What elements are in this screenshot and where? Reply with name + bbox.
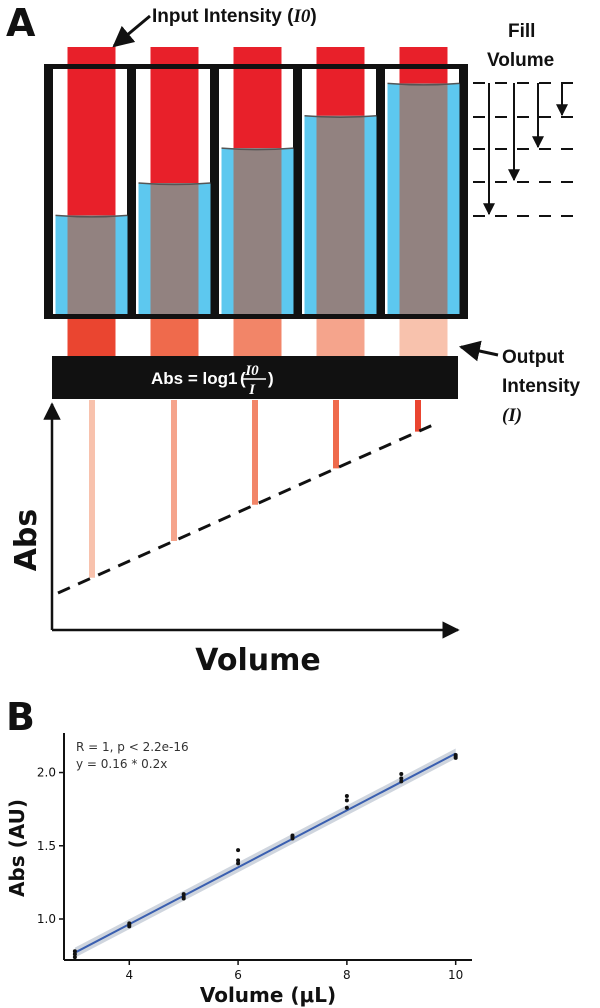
absorbance-equation: Abs = log1 ( I0 I ) xyxy=(151,363,274,398)
beam-in-air xyxy=(316,69,365,116)
fit-line xyxy=(74,752,457,954)
data-point xyxy=(127,922,132,927)
output-arrow xyxy=(458,340,499,362)
meniscus xyxy=(138,182,211,186)
cuvette-top-bar xyxy=(47,64,467,69)
data-point xyxy=(181,895,186,900)
fill-label-2: Volume xyxy=(487,50,554,71)
data-point xyxy=(236,861,241,866)
beam-in-liquid xyxy=(233,148,282,315)
equation-close: ) xyxy=(268,369,274,388)
data-point xyxy=(236,858,241,863)
schematic-trend-line xyxy=(57,422,436,595)
fill-volume-guides xyxy=(473,82,577,217)
absorbance-sticks xyxy=(89,400,421,578)
beam-in-liquid xyxy=(399,83,448,316)
data-point xyxy=(72,949,77,954)
x-tick-label: 10 xyxy=(448,968,463,982)
equation-denominator: I xyxy=(248,382,256,398)
data-point xyxy=(399,779,404,784)
meniscus xyxy=(304,115,377,119)
data-point xyxy=(290,834,295,839)
y-tick-label: 1.5 xyxy=(37,839,56,853)
input-arrow xyxy=(112,14,151,48)
beam-in-liquid xyxy=(67,215,116,315)
data-point xyxy=(181,892,186,897)
chart-y-label: Abs (AU) xyxy=(5,799,29,897)
input-label-text: Input Intensity ( xyxy=(152,6,294,27)
x-tick-label: 4 xyxy=(125,968,133,982)
input-beam xyxy=(233,47,282,66)
input-beam xyxy=(150,47,199,66)
beam-in-liquid xyxy=(316,115,365,315)
data-point xyxy=(344,805,349,810)
input-beam xyxy=(399,47,448,66)
x-tick-label: 6 xyxy=(234,968,242,982)
cuvette-wall xyxy=(44,64,53,319)
cuvette-wall xyxy=(459,64,468,319)
panel-a-letter: A xyxy=(6,1,36,45)
scatter-chart: 4 6 8 10 1.0 1.5 2.0 R = 1, p < 2.2e-16 y = 0… xyxy=(5,733,472,1007)
cuvette-wall xyxy=(210,64,219,319)
chart-stats-r: R = 1, p < 2.2e-16 xyxy=(76,740,189,754)
panel-b-letter: B xyxy=(6,695,35,739)
fill-label-1: Fill xyxy=(508,21,535,42)
data-point xyxy=(72,955,77,960)
input-beam xyxy=(316,47,365,66)
schematic-y-label: Abs xyxy=(9,509,44,572)
data-point xyxy=(399,776,404,781)
beam-in-air xyxy=(399,69,448,84)
cuvette-wall xyxy=(127,64,136,319)
output-beams xyxy=(67,319,448,357)
beam-in-air xyxy=(150,69,199,184)
data-point xyxy=(344,798,349,803)
detector-bar xyxy=(52,356,458,399)
input-intensity-label: Input Intensity (I0) xyxy=(152,6,317,27)
data-point xyxy=(453,755,458,760)
input-close: ) xyxy=(310,6,316,27)
data-point xyxy=(344,793,349,798)
meniscus xyxy=(221,147,294,151)
output-beam xyxy=(67,319,116,357)
output-beam xyxy=(399,319,448,357)
svg-text:Input Intensity (I0): Input Intensity (I0) xyxy=(152,6,317,27)
output-beam xyxy=(316,319,365,357)
chart-stats-eq: y = 0.16 * 0.2x xyxy=(76,757,167,771)
y-tick-label: 2.0 xyxy=(37,766,56,780)
meniscus xyxy=(387,82,460,86)
beam-in-air xyxy=(233,69,282,149)
cuvette-wall xyxy=(376,64,385,319)
schematic-x-label: Volume xyxy=(195,643,320,678)
input-symbol: I0 xyxy=(292,6,310,27)
beam-in-liquid xyxy=(150,183,199,315)
equation-numerator: I0 xyxy=(244,363,259,379)
input-beam xyxy=(67,47,116,66)
cuvette-bottom-bar xyxy=(47,314,467,319)
equation-prefix: Abs = log1 xyxy=(151,369,237,388)
data-point xyxy=(236,848,241,853)
output-beam xyxy=(233,319,282,357)
output-label-2: Intensity xyxy=(502,376,581,397)
output-symbol: (I) xyxy=(502,405,522,426)
beam-in-air xyxy=(67,69,116,216)
svg-text:Abs = log1: Abs = log1 xyxy=(151,369,237,388)
data-point xyxy=(453,752,458,757)
cuvette-array xyxy=(44,47,468,319)
output-label-1: Output xyxy=(502,347,565,368)
cuvette-wall xyxy=(293,64,302,319)
data-point xyxy=(72,952,77,957)
output-beam xyxy=(150,319,199,357)
x-tick-label: 8 xyxy=(343,968,351,982)
y-tick-label: 1.0 xyxy=(37,912,56,926)
meniscus xyxy=(55,214,128,218)
chart-x-label: Volume (μL) xyxy=(200,983,336,1007)
data-point xyxy=(399,772,404,777)
